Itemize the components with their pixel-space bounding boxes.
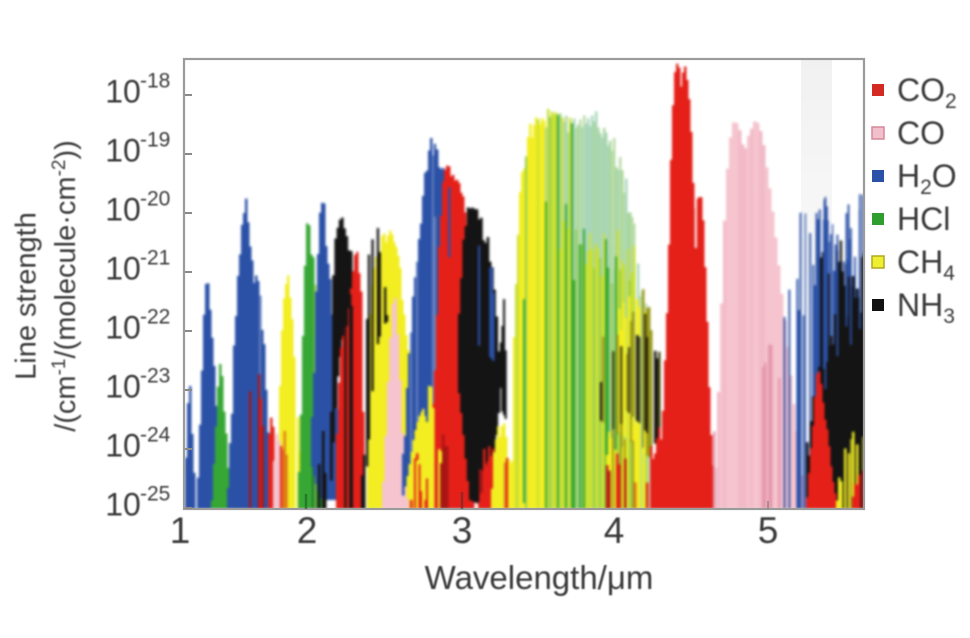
svg-text:-23: -23 [140,365,170,388]
svg-text:/(cm-1/(molecule·cm-2)): /(cm-1/(molecule·cm-2)) [49,140,82,432]
svg-text:-18: -18 [140,70,170,93]
svg-text:10: 10 [105,486,141,522]
svg-text:-20: -20 [140,188,170,211]
svg-text:4: 4 [604,510,625,551]
svg-text:-24: -24 [140,424,171,447]
svg-text:10: 10 [105,73,141,109]
svg-text:Wavelength/μm: Wavelength/μm [425,559,654,596]
svg-text:2: 2 [297,510,318,551]
svg-text:-22: -22 [140,306,170,329]
svg-text:10: 10 [105,427,141,463]
svg-text:10: 10 [105,368,141,404]
svg-text:1: 1 [170,510,191,551]
svg-text:10: 10 [105,191,141,227]
svg-text:-25: -25 [140,483,170,506]
svg-text:CO2: CO2 [897,72,957,113]
svg-text:HCl: HCl [897,201,950,237]
svg-text:Line strength: Line strength [11,212,43,380]
svg-text:-19: -19 [140,129,170,152]
svg-text:5: 5 [758,510,779,551]
svg-text:CO: CO [897,115,945,151]
svg-text:10: 10 [105,132,141,168]
svg-text:10: 10 [105,250,141,286]
svg-text:NH3: NH3 [897,287,955,328]
svg-text:-21: -21 [140,247,170,270]
svg-text:10: 10 [105,309,141,345]
svg-text:3: 3 [452,510,473,551]
